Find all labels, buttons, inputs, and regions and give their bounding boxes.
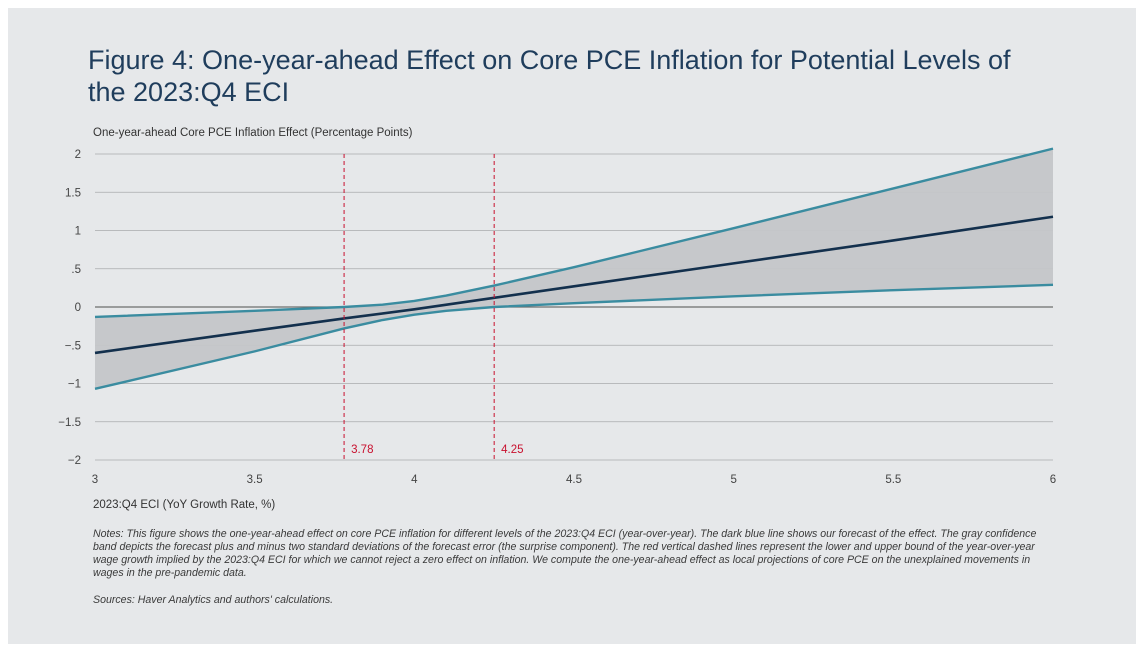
x-tick-label: 5.5: [885, 474, 901, 486]
figure-sources: Sources: Haver Analytics and authors' ca…: [93, 594, 334, 606]
x-tick-label: 3: [92, 474, 98, 486]
y-tick-label: 1: [75, 226, 81, 238]
y-tick-label: 0: [75, 302, 81, 314]
lower-band-line: [94, 283, 1054, 391]
x-tick-label: 4.5: [566, 474, 582, 486]
chart-title: Figure 4: One-year-ahead Effect on Core …: [88, 45, 1011, 107]
y-tick-label: −.5: [65, 340, 81, 352]
figure-notes: Notes: This figure shows the one-year-ah…: [93, 528, 1037, 579]
x-tick-label: 6: [1050, 474, 1056, 486]
y-tick-label: −1.5: [58, 417, 81, 429]
y-tick-label: 1.5: [65, 187, 81, 199]
x-tick-label: 5: [730, 474, 736, 486]
y-tick-label: 2: [75, 149, 81, 161]
upper-band-line: [94, 147, 1054, 319]
y-tick-label: −2: [68, 455, 81, 467]
x-tick-label: 3.5: [247, 474, 263, 486]
y-axis-label: One-year-ahead Core PCE Inflation Effect…: [93, 127, 413, 139]
threshold-label: 4.25: [501, 444, 523, 456]
x-axis-label: 2023:Q4 ECI (YoY Growth Rate, %): [93, 499, 276, 511]
x-tick-label: 4: [411, 474, 418, 486]
threshold-label: 3.78: [351, 444, 373, 456]
y-tick-label: .5: [71, 264, 81, 276]
y-tick-label: −1: [68, 379, 81, 391]
